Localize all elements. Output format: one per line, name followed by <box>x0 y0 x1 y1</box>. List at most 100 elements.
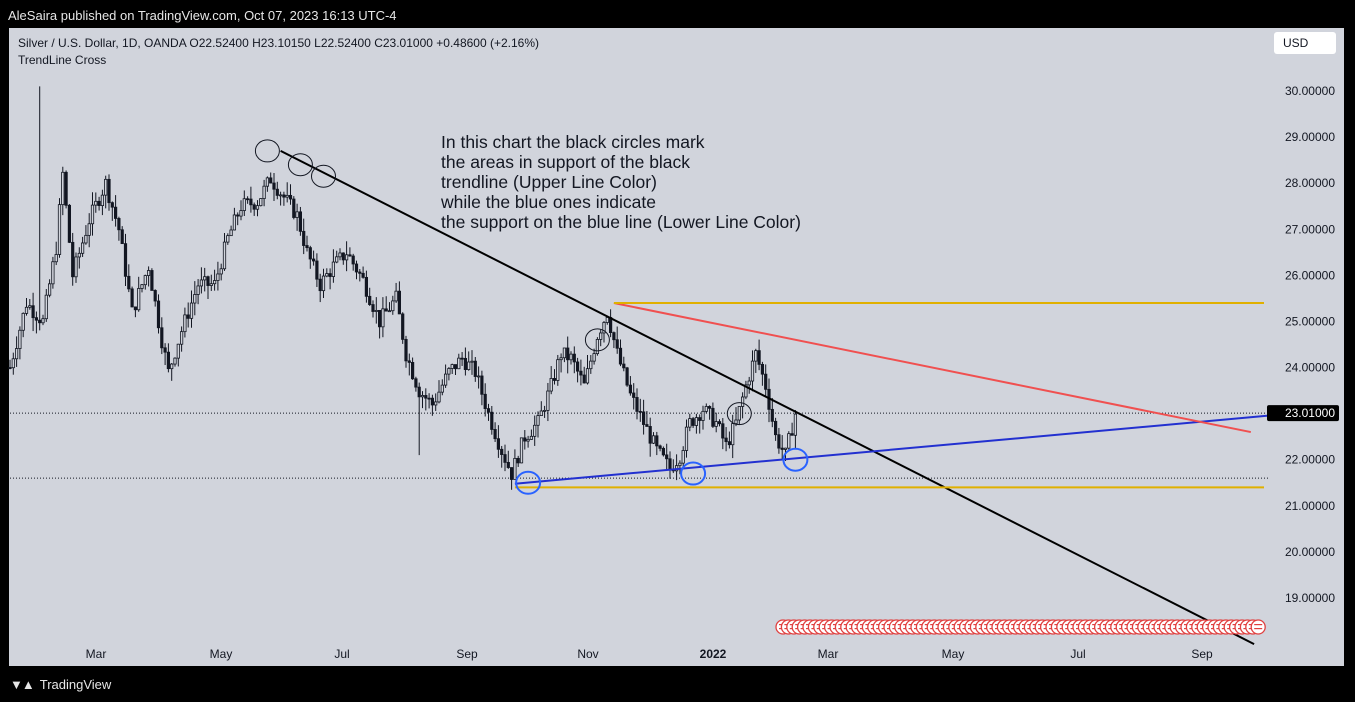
candle-body <box>41 318 45 324</box>
trendline-red <box>613 302 1251 434</box>
candle-body <box>90 204 95 225</box>
candle <box>602 321 606 343</box>
candle-body <box>107 178 111 204</box>
candle-body <box>678 462 682 467</box>
candle <box>137 276 141 312</box>
time-tick-label: May <box>942 647 965 661</box>
candle-body <box>81 242 85 254</box>
candle <box>189 290 194 328</box>
candle <box>579 359 583 386</box>
candle <box>731 414 735 459</box>
candle <box>628 376 633 396</box>
footer-brand[interactable]: ▼▲ TradingView <box>10 677 111 692</box>
candle-body <box>239 210 243 217</box>
candle-body <box>503 454 507 463</box>
candle-body <box>467 361 471 370</box>
candle-body <box>741 396 745 407</box>
candle <box>104 175 108 209</box>
candle <box>612 331 616 349</box>
candle-body <box>476 375 481 378</box>
candle-body <box>54 254 58 263</box>
candle-body <box>156 300 161 329</box>
candle <box>585 354 590 385</box>
candle <box>516 455 520 467</box>
candle-body <box>506 461 510 468</box>
candle-body <box>645 424 649 427</box>
candle-body <box>430 397 435 406</box>
symbol-legend[interactable]: Silver / U.S. Dollar, 1D, OANDA O22.5240… <box>18 36 540 50</box>
candle <box>331 249 336 283</box>
candle <box>595 337 600 356</box>
candle <box>212 269 217 291</box>
price-tick-label: 22.00000 <box>1285 453 1335 467</box>
candle <box>259 198 263 207</box>
candle-body <box>130 288 134 308</box>
candle-body <box>8 367 12 369</box>
candle-body <box>262 185 266 199</box>
candle <box>272 172 276 201</box>
candle <box>420 391 425 409</box>
blue-circle <box>680 461 707 486</box>
candle <box>483 383 487 417</box>
candle <box>87 213 91 248</box>
candle-body <box>219 268 223 275</box>
circles-layer <box>254 139 809 495</box>
candle <box>368 287 372 306</box>
candle <box>341 252 345 265</box>
candle <box>757 339 761 371</box>
currency-button[interactable]: USD <box>1274 32 1336 54</box>
candle-body <box>34 317 39 321</box>
candle-body <box>381 308 385 328</box>
candle <box>599 329 603 347</box>
candle-body <box>414 378 418 388</box>
candle <box>566 336 570 374</box>
candle <box>582 366 586 384</box>
candle-body <box>536 415 540 426</box>
candle <box>94 192 98 213</box>
candle <box>206 275 210 299</box>
candle <box>74 252 78 283</box>
candle <box>407 353 411 376</box>
candle-body <box>450 364 454 369</box>
candle <box>308 245 312 269</box>
candle <box>526 435 530 448</box>
candle-body <box>496 438 501 450</box>
candle <box>255 200 260 217</box>
candle <box>668 451 672 479</box>
candle-body <box>212 280 217 285</box>
candle-body <box>407 360 411 363</box>
candle <box>160 317 164 355</box>
candle-body <box>67 204 71 243</box>
chart-annotation: In this chart the black circles mark the… <box>441 132 801 232</box>
candle-body <box>150 270 154 291</box>
candle <box>21 312 25 338</box>
indicator-legend[interactable]: TrendLine Cross <box>18 53 107 67</box>
time-tick-label: Sep <box>456 647 478 661</box>
candle <box>744 380 748 400</box>
candle-body <box>618 347 623 365</box>
candle <box>179 326 184 352</box>
candle-body <box>28 305 32 308</box>
candle <box>44 289 48 322</box>
candle <box>529 429 534 440</box>
candle <box>193 281 197 316</box>
candle-body <box>344 254 349 261</box>
candle <box>11 352 15 375</box>
candle <box>665 443 669 470</box>
candle-body <box>203 276 207 281</box>
candle-body <box>278 194 283 197</box>
candle <box>292 196 296 220</box>
candle <box>625 366 629 387</box>
candle <box>18 326 22 360</box>
candle-body <box>292 198 296 218</box>
candle <box>417 382 421 456</box>
candle <box>496 425 501 458</box>
candle-body <box>275 188 279 196</box>
candle <box>480 370 484 406</box>
candle-body <box>140 284 144 289</box>
candle <box>447 367 451 381</box>
candle <box>315 253 319 288</box>
candle <box>651 432 656 445</box>
chart-pane[interactable] <box>9 28 1344 666</box>
